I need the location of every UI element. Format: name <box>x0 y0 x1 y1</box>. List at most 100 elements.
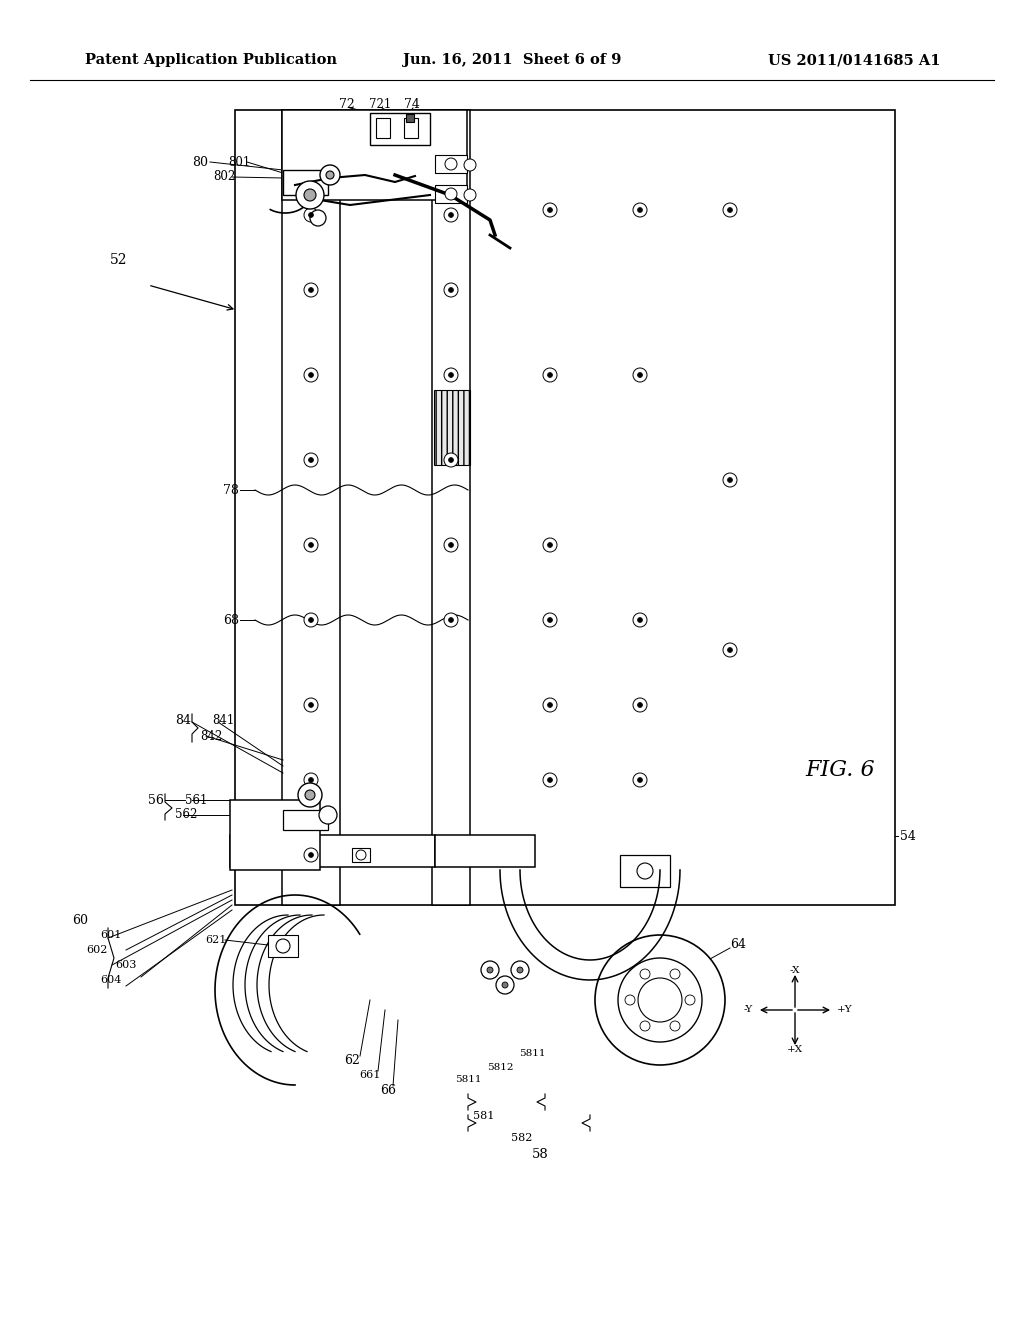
Text: US 2011/0141685 A1: US 2011/0141685 A1 <box>768 53 940 67</box>
Circle shape <box>449 543 454 548</box>
Circle shape <box>308 458 313 462</box>
Bar <box>282 110 467 201</box>
Circle shape <box>723 203 737 216</box>
Text: 5811: 5811 <box>455 1076 481 1085</box>
Circle shape <box>308 853 313 858</box>
Circle shape <box>543 698 557 711</box>
Text: 621: 621 <box>205 935 226 945</box>
Circle shape <box>727 648 732 652</box>
Text: 78: 78 <box>223 483 239 496</box>
Bar <box>234 110 895 906</box>
Circle shape <box>548 207 553 213</box>
Circle shape <box>670 1020 680 1031</box>
Circle shape <box>449 618 454 623</box>
Circle shape <box>723 473 737 487</box>
Circle shape <box>308 213 313 218</box>
Bar <box>435 836 535 867</box>
Circle shape <box>481 961 499 979</box>
Text: 801: 801 <box>228 156 250 169</box>
Circle shape <box>308 702 313 708</box>
Circle shape <box>319 807 337 824</box>
Text: 60: 60 <box>72 913 88 927</box>
Circle shape <box>449 213 454 218</box>
Circle shape <box>638 702 642 708</box>
Circle shape <box>308 543 313 548</box>
Circle shape <box>444 539 458 552</box>
Circle shape <box>637 863 653 879</box>
Bar <box>283 810 328 830</box>
Bar <box>268 935 298 957</box>
Circle shape <box>296 181 324 209</box>
Circle shape <box>543 539 557 552</box>
Circle shape <box>670 969 680 979</box>
Text: 603: 603 <box>115 960 136 970</box>
Circle shape <box>449 288 454 293</box>
Circle shape <box>304 698 318 711</box>
Circle shape <box>727 478 732 482</box>
Circle shape <box>548 702 553 708</box>
Text: 5811: 5811 <box>519 1049 545 1059</box>
Text: Patent Application Publication: Patent Application Publication <box>85 53 337 67</box>
Text: 561: 561 <box>185 793 208 807</box>
Circle shape <box>633 698 647 711</box>
Circle shape <box>633 368 647 381</box>
Bar <box>376 117 390 139</box>
Circle shape <box>304 209 318 222</box>
Circle shape <box>464 158 476 172</box>
Circle shape <box>305 789 315 800</box>
Bar <box>406 114 414 121</box>
Text: 602: 602 <box>86 945 108 954</box>
Text: 802: 802 <box>213 170 236 183</box>
Text: 68: 68 <box>223 614 239 627</box>
Circle shape <box>308 777 313 783</box>
Circle shape <box>543 203 557 216</box>
Text: -Y: -Y <box>743 1006 753 1015</box>
Circle shape <box>464 189 476 201</box>
Text: Jun. 16, 2011  Sheet 6 of 9: Jun. 16, 2011 Sheet 6 of 9 <box>402 53 622 67</box>
Text: 581: 581 <box>473 1111 495 1121</box>
Bar <box>370 114 430 145</box>
Circle shape <box>548 777 553 783</box>
Text: +Y: +Y <box>837 1006 853 1015</box>
Text: 5812: 5812 <box>486 1063 513 1072</box>
Bar <box>352 847 370 862</box>
Circle shape <box>308 618 313 623</box>
Text: 74: 74 <box>404 98 420 111</box>
Circle shape <box>449 458 454 462</box>
Circle shape <box>633 774 647 787</box>
Bar <box>283 170 328 195</box>
Circle shape <box>543 774 557 787</box>
Circle shape <box>638 777 642 783</box>
Circle shape <box>511 961 529 979</box>
Circle shape <box>304 368 318 381</box>
Circle shape <box>633 612 647 627</box>
Circle shape <box>308 288 313 293</box>
Bar <box>404 117 418 139</box>
Text: 54: 54 <box>900 829 915 842</box>
Circle shape <box>304 282 318 297</box>
Circle shape <box>517 968 523 973</box>
Circle shape <box>548 372 553 378</box>
Bar <box>434 389 470 465</box>
Circle shape <box>445 158 457 170</box>
Circle shape <box>543 612 557 627</box>
Circle shape <box>543 368 557 381</box>
Circle shape <box>304 774 318 787</box>
Circle shape <box>638 978 682 1022</box>
Text: 72: 72 <box>339 98 355 111</box>
Bar <box>435 185 467 203</box>
Circle shape <box>298 783 322 807</box>
Circle shape <box>502 982 508 987</box>
Circle shape <box>444 453 458 467</box>
Text: 562: 562 <box>175 808 198 821</box>
Text: 66: 66 <box>380 1084 396 1097</box>
Circle shape <box>304 847 318 862</box>
Text: 661: 661 <box>359 1071 381 1080</box>
Circle shape <box>727 207 732 213</box>
Text: -X: -X <box>790 966 800 975</box>
Text: 841: 841 <box>212 714 234 726</box>
Circle shape <box>356 850 366 861</box>
Bar <box>432 110 470 906</box>
Circle shape <box>444 209 458 222</box>
Circle shape <box>487 968 493 973</box>
